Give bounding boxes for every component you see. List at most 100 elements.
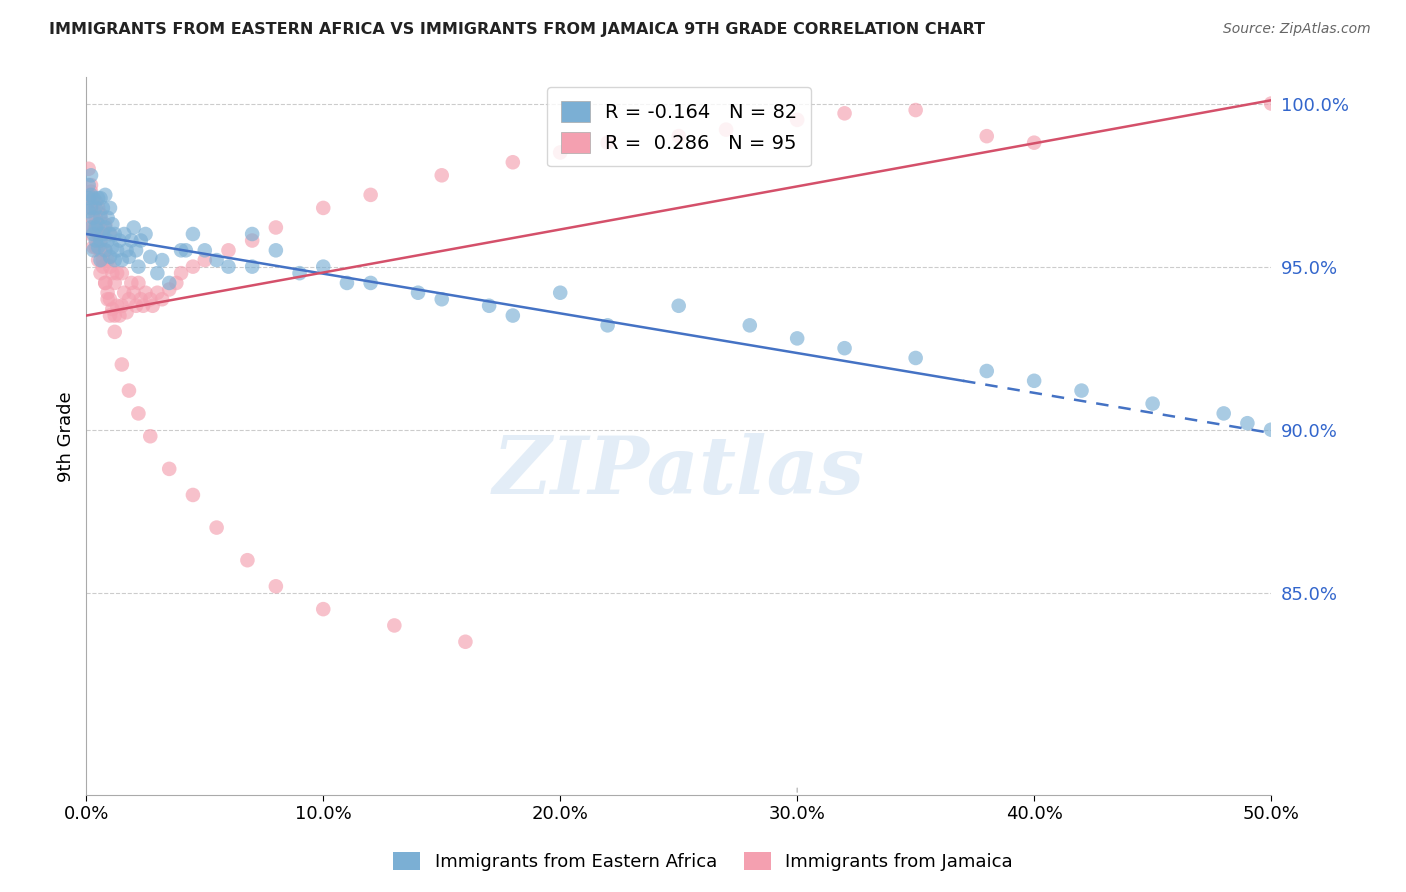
Point bbox=[1236, 416, 1258, 430]
Point bbox=[217, 260, 239, 274]
Point bbox=[127, 260, 149, 274]
Point bbox=[77, 178, 100, 192]
Point bbox=[98, 309, 121, 323]
Point bbox=[382, 618, 405, 632]
Point bbox=[139, 250, 162, 264]
Point bbox=[454, 634, 477, 648]
Point bbox=[668, 129, 690, 144]
Point bbox=[98, 250, 121, 264]
Point bbox=[1260, 423, 1282, 437]
Point bbox=[105, 266, 128, 280]
Point bbox=[98, 227, 121, 241]
Point bbox=[135, 227, 157, 241]
Point bbox=[104, 253, 127, 268]
Point bbox=[94, 244, 117, 258]
Point bbox=[82, 244, 104, 258]
Point bbox=[94, 244, 117, 258]
Point bbox=[82, 191, 104, 205]
Point bbox=[101, 266, 124, 280]
Point bbox=[129, 292, 152, 306]
Point bbox=[194, 253, 217, 268]
Y-axis label: 9th Grade: 9th Grade bbox=[58, 391, 75, 482]
Point bbox=[104, 227, 127, 241]
Point bbox=[98, 292, 121, 306]
Point bbox=[150, 253, 173, 268]
Point bbox=[89, 266, 111, 280]
Point bbox=[360, 187, 382, 202]
Point bbox=[129, 234, 152, 248]
Point bbox=[89, 253, 111, 268]
Point bbox=[170, 266, 193, 280]
Point bbox=[87, 191, 110, 205]
Point bbox=[111, 253, 134, 268]
Point bbox=[87, 240, 110, 254]
Point bbox=[120, 234, 142, 248]
Point bbox=[502, 155, 524, 169]
Point bbox=[87, 253, 110, 268]
Point bbox=[786, 112, 808, 127]
Point bbox=[82, 211, 104, 225]
Point bbox=[174, 244, 197, 258]
Point bbox=[89, 211, 111, 225]
Point bbox=[111, 299, 134, 313]
Point bbox=[127, 276, 149, 290]
Point bbox=[84, 194, 107, 209]
Point bbox=[82, 240, 104, 254]
Point bbox=[91, 201, 114, 215]
Point bbox=[240, 227, 263, 241]
Point bbox=[1070, 384, 1092, 398]
Point bbox=[430, 169, 453, 183]
Point bbox=[97, 253, 120, 268]
Point bbox=[502, 309, 524, 323]
Point bbox=[80, 201, 103, 215]
Point bbox=[1260, 96, 1282, 111]
Point bbox=[205, 253, 228, 268]
Point bbox=[240, 260, 263, 274]
Point bbox=[668, 299, 690, 313]
Point bbox=[127, 406, 149, 420]
Point bbox=[157, 462, 180, 476]
Point bbox=[714, 122, 737, 136]
Point bbox=[738, 318, 761, 333]
Point bbox=[834, 341, 856, 355]
Point bbox=[80, 178, 103, 192]
Point bbox=[97, 285, 120, 300]
Point bbox=[139, 429, 162, 443]
Point bbox=[336, 276, 359, 290]
Point bbox=[430, 292, 453, 306]
Point bbox=[89, 234, 111, 248]
Point bbox=[122, 285, 145, 300]
Point bbox=[82, 204, 104, 219]
Point bbox=[101, 217, 124, 231]
Point bbox=[89, 191, 111, 205]
Point bbox=[548, 285, 571, 300]
Point bbox=[146, 285, 169, 300]
Point bbox=[264, 579, 287, 593]
Point bbox=[87, 227, 110, 241]
Point bbox=[111, 266, 134, 280]
Point bbox=[87, 217, 110, 231]
Text: ZIPatlas: ZIPatlas bbox=[492, 434, 865, 511]
Point bbox=[115, 305, 138, 319]
Point bbox=[91, 224, 114, 238]
Point bbox=[104, 276, 127, 290]
Point bbox=[77, 217, 100, 231]
Point bbox=[84, 234, 107, 248]
Legend: Immigrants from Eastern Africa, Immigrants from Jamaica: Immigrants from Eastern Africa, Immigran… bbox=[385, 845, 1021, 879]
Point bbox=[108, 309, 131, 323]
Point bbox=[82, 227, 104, 241]
Point bbox=[139, 292, 162, 306]
Point bbox=[596, 318, 619, 333]
Point bbox=[596, 136, 619, 150]
Point bbox=[217, 244, 239, 258]
Point bbox=[264, 244, 287, 258]
Point bbox=[118, 250, 141, 264]
Point bbox=[205, 520, 228, 534]
Point bbox=[181, 260, 204, 274]
Point bbox=[108, 234, 131, 248]
Point bbox=[77, 191, 100, 205]
Point bbox=[132, 299, 155, 313]
Point bbox=[82, 220, 104, 235]
Point bbox=[312, 201, 335, 215]
Point bbox=[112, 285, 135, 300]
